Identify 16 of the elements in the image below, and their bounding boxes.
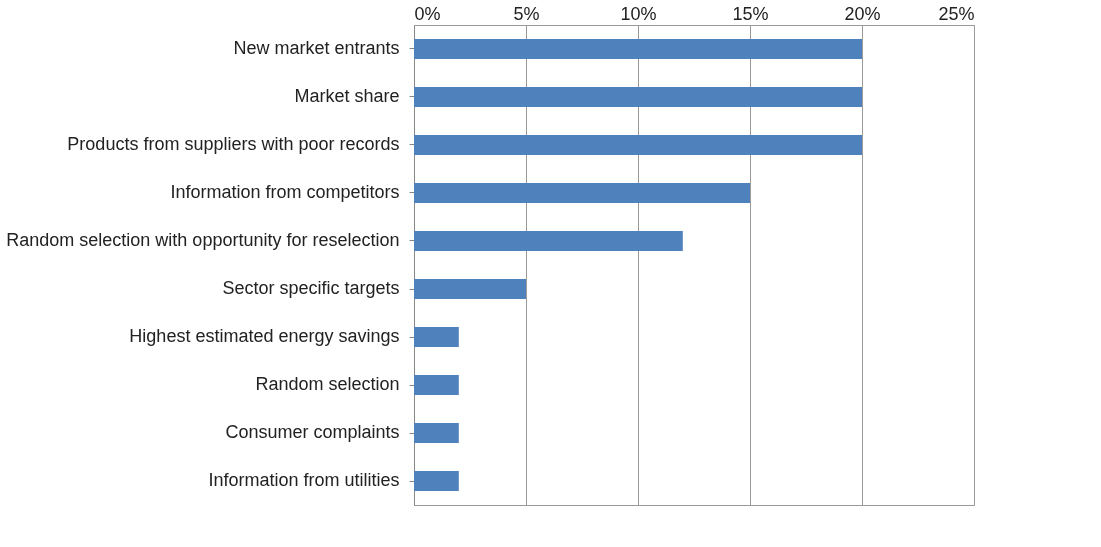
y-tick-label: Sector specific targets: [222, 278, 400, 298]
x-tick-label: 0%: [414, 3, 441, 24]
y-tick-label: Market share: [294, 86, 400, 106]
x-tick-label: 25%: [938, 3, 975, 24]
x-tick-label: 20%: [844, 3, 881, 24]
y-tick-label: Information from utilities: [208, 470, 400, 490]
y-tick-label: Random selection with opportunity for reselection: [6, 230, 400, 250]
x-tick-label: 15%: [732, 3, 769, 24]
x-tick-label: 10%: [620, 3, 657, 24]
x-tick-label: 5%: [513, 3, 540, 24]
y-tick-label: Products from suppliers with poor records: [67, 134, 400, 154]
y-tick-label: Highest estimated energy savings: [129, 326, 400, 346]
y-tick-label: Random selection: [255, 374, 400, 394]
y-tick-label: Consumer complaints: [225, 422, 400, 442]
y-tick-label: New market entrants: [233, 38, 400, 58]
y-tick-label: Information from competitors: [170, 182, 400, 202]
